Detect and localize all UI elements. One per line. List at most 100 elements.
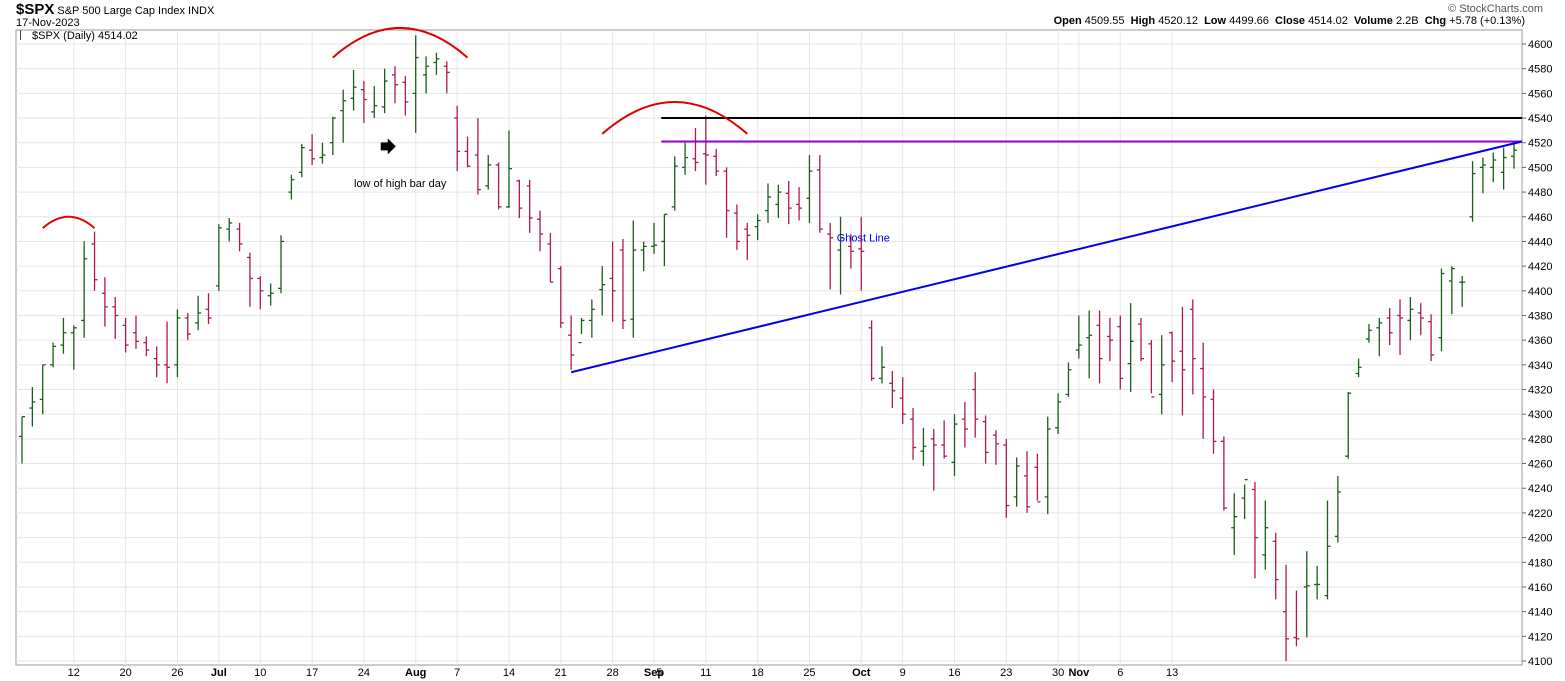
- ohlc-bar: [1293, 590, 1300, 647]
- x-tick-label: 24: [358, 667, 370, 679]
- ohlc-bar: [278, 235, 285, 294]
- ohlc-bar: [1148, 340, 1155, 398]
- y-tick-label: 4560: [1528, 88, 1552, 100]
- ohlc-bar: [112, 296, 119, 339]
- y-tick-label: 4260: [1528, 459, 1552, 471]
- y-tick-label: 4420: [1528, 261, 1552, 273]
- x-tick-label: 13: [1166, 667, 1178, 679]
- stockcharts-credit[interactable]: © StockCharts.com: [1448, 3, 1543, 15]
- ohlc-bar: [744, 222, 751, 260]
- ghost-line-label: Ghost Line: [837, 232, 890, 244]
- ohlc-bar: [1179, 306, 1186, 416]
- red-top-arc: [601, 100, 748, 135]
- x-tick-label: 7: [454, 667, 460, 679]
- x-tick-label: 6: [1117, 667, 1123, 679]
- ohlc-bar: [1490, 152, 1497, 183]
- ohlc-bar: [309, 134, 316, 165]
- ohlc-bar: [951, 414, 958, 476]
- ohlc-bar: [816, 155, 823, 233]
- ohlc-bar: [153, 346, 160, 378]
- x-tick-label: 17: [306, 667, 318, 679]
- low-of-high-bar-label: low of high bar day: [354, 178, 447, 190]
- ohlc-bar: [288, 174, 295, 200]
- y-tick-label: 4580: [1528, 64, 1552, 76]
- ohlc-bar: [1138, 317, 1144, 362]
- ohlc-bar: [392, 66, 398, 104]
- x-tick-label: 28: [606, 667, 618, 679]
- ohlc-bar: [81, 241, 88, 338]
- ohlc-bar: [992, 430, 999, 465]
- y-tick-label: 4180: [1528, 557, 1552, 569]
- x-tick-label: 20: [119, 667, 131, 679]
- ohlc-bar: [433, 52, 440, 75]
- ohlc-bar: [1055, 393, 1062, 434]
- ohlc-bar: [847, 234, 854, 269]
- ohlc-bar: [319, 142, 326, 164]
- chart-date: 17-Nov-2023: [16, 17, 80, 29]
- ohlc-bar: [1428, 314, 1435, 362]
- x-tick-label: 14: [503, 667, 515, 679]
- x-tick-label: 21: [555, 667, 567, 679]
- ohlc-bar: [526, 179, 533, 233]
- y-tick-label: 4300: [1528, 409, 1552, 421]
- ohlc-bar: [1355, 358, 1362, 378]
- ohlc-bar: [723, 167, 730, 238]
- ohlc-bar: [588, 299, 595, 338]
- ohlc-bar: [1220, 436, 1227, 511]
- ohlc-legend-icon: [20, 30, 29, 40]
- y-tick-label: 4520: [1528, 138, 1552, 150]
- x-tick-label: Oct: [852, 667, 871, 679]
- ohlc-bar: [1324, 500, 1331, 600]
- ohlc-bar: [329, 116, 336, 156]
- arrow-right-icon: [380, 138, 396, 155]
- ohlc-bar: [505, 130, 512, 209]
- ohlc-bar: [246, 252, 253, 307]
- y-tick-label: 4220: [1528, 508, 1552, 520]
- ohlc-bar: [775, 184, 782, 218]
- ohlc-bar: [1251, 482, 1258, 579]
- x-tick-label: 11: [700, 667, 711, 679]
- x-tick-label: 26: [171, 667, 183, 679]
- ohlc-bar: [122, 317, 129, 353]
- ohlc-bar: [1459, 275, 1466, 307]
- ohlc-bar: [402, 76, 409, 116]
- ohlc-bar: [1127, 303, 1134, 392]
- ohlc-bar: [1013, 457, 1020, 507]
- ohlc-bar: [184, 313, 191, 341]
- ohlc-bar: [360, 81, 367, 123]
- ohlc-bar: [1397, 299, 1404, 355]
- ohlc-bar: [1283, 564, 1290, 661]
- ohlc-bar: [215, 224, 222, 291]
- ohlc-bar: [195, 295, 202, 331]
- ohlc-bar: [91, 231, 98, 291]
- ohlc-bar: [70, 325, 77, 370]
- ghost-trend-line: [570, 140, 1523, 374]
- ohlc-bar: [381, 68, 388, 114]
- ohlc-bar: [143, 336, 150, 357]
- ohlc-bar: [132, 315, 139, 349]
- ohlc-bar: [1158, 335, 1165, 415]
- ohlc-bar: [412, 35, 419, 133]
- ohlc-bar: [910, 408, 917, 460]
- ohlc-bar: [630, 220, 637, 338]
- ohlc-bar: [164, 321, 171, 384]
- x-tick-label: 5: [656, 667, 662, 679]
- ohlc-bar: [443, 61, 450, 94]
- ohlc-bar: [464, 136, 471, 168]
- ohlc-bar: [1096, 310, 1103, 384]
- x-tick-label: 16: [948, 667, 960, 679]
- y-tick-label: 4540: [1528, 113, 1552, 125]
- ohlc-bar: [1448, 266, 1455, 315]
- ohlc-bar: [516, 179, 523, 218]
- ohlc-bar: [547, 232, 554, 283]
- ohlc-bar: [226, 217, 233, 242]
- ohlc-bar: [474, 118, 481, 195]
- ohlc-bar: [1003, 438, 1010, 518]
- ohlc-bar: [1189, 299, 1196, 395]
- ohlc-bar: [257, 275, 264, 310]
- ohlc-bar: [205, 293, 212, 325]
- ohlc-bar: [371, 85, 378, 119]
- ohlc-bar: [1345, 391, 1352, 459]
- x-tick-label: Jul: [211, 667, 227, 679]
